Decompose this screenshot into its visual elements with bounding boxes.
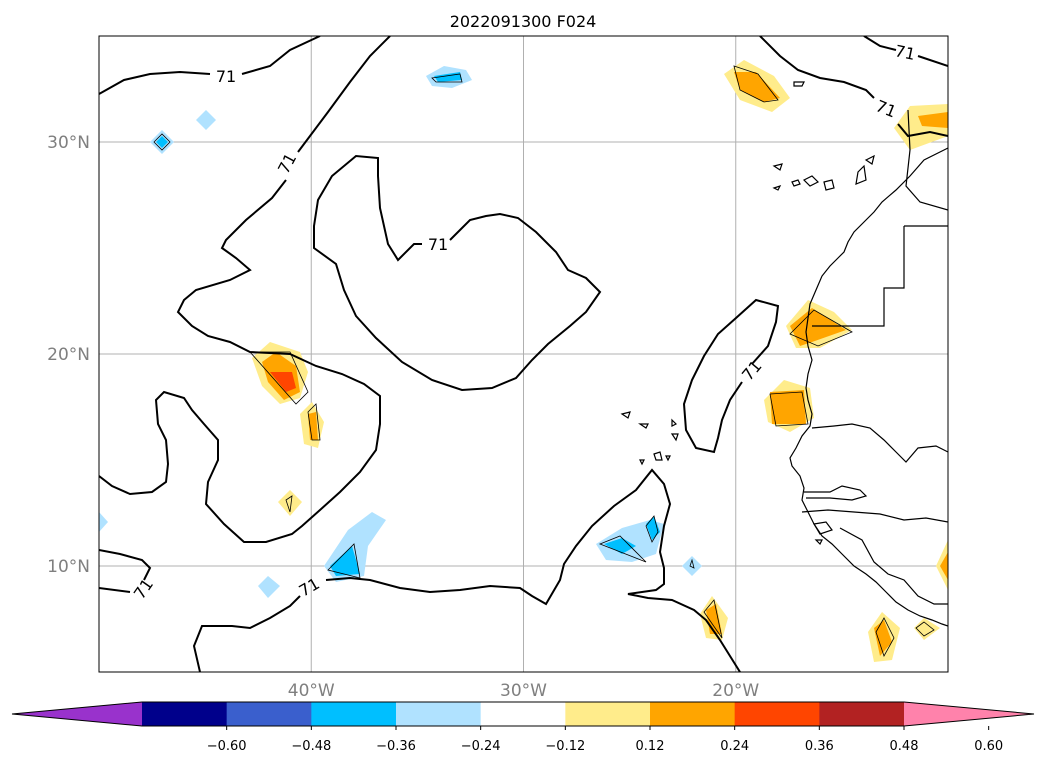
colorbar: −0.60 −0.48 −0.36 −0.24 −0.12 0.12 0.24 0.36 0.4… xyxy=(11,701,1035,754)
latitude-tick-label: 20°N xyxy=(47,345,90,365)
longitude-tick-label: 40°W xyxy=(288,681,335,701)
positive-anomaly xyxy=(940,552,948,580)
colorbar-tick-label: 0.12 xyxy=(636,739,665,754)
positive-anomaly xyxy=(914,618,940,640)
contour-line xyxy=(297,36,391,153)
colorbar-swatch xyxy=(734,702,820,726)
figure-title: 2022091300 F024 xyxy=(450,12,597,31)
cape-verde-island xyxy=(670,433,679,442)
colorbar-tick-label: −0.12 xyxy=(545,739,585,754)
canary-island xyxy=(772,184,782,191)
border-line xyxy=(812,225,948,327)
negative-anomaly xyxy=(682,556,702,576)
colorbar-outline xyxy=(11,701,1035,727)
colorbar-swatch xyxy=(480,702,566,726)
positive-anomaly xyxy=(874,620,892,656)
map-panel: 71 71 71 71 71 71 71 71 xyxy=(98,35,949,673)
cape-verde-island xyxy=(665,455,671,462)
canary-island xyxy=(772,163,783,171)
cape-verde-island xyxy=(638,423,649,429)
contour-line xyxy=(241,36,321,75)
colorbar-tick-label: 0.48 xyxy=(890,739,919,754)
negative-anomaly xyxy=(99,512,108,532)
colorbar-extend-low xyxy=(12,702,142,726)
colorbar-swatch xyxy=(396,702,482,726)
longitude-tick-label: 20°W xyxy=(712,681,759,701)
cape-verde-island xyxy=(671,418,678,427)
contour-line xyxy=(99,587,131,593)
canary-island xyxy=(802,175,820,187)
colorbar-swatch xyxy=(819,702,905,726)
colorbar-tick-label: −0.36 xyxy=(376,739,416,754)
latitude-labels: 30°N 20°N 10°N xyxy=(47,133,90,577)
colorbar-extend-high xyxy=(904,702,1034,726)
anomaly-outlines xyxy=(153,65,935,657)
colorbar-tick-label: 0.24 xyxy=(720,739,749,754)
gridlines xyxy=(99,36,948,672)
positive-anomaly xyxy=(308,412,318,440)
negative-anomaly xyxy=(156,136,168,148)
colorbar-swatch xyxy=(311,702,397,726)
colorbar-tick-label: −0.24 xyxy=(461,739,501,754)
bissagos-island xyxy=(814,539,823,546)
positive-anomaly xyxy=(278,490,302,516)
negative-anomaly xyxy=(258,576,280,598)
positive-anomaly xyxy=(918,112,948,128)
contour-line xyxy=(192,595,301,672)
latitude-tick-label: 30°N xyxy=(47,133,90,153)
cape-verde-island xyxy=(653,451,663,461)
longitude-labels: 40°W 30°W 20°W xyxy=(288,681,760,701)
contour-line xyxy=(99,549,152,581)
contour-line xyxy=(99,70,211,95)
contour-lines xyxy=(99,36,948,672)
canary-island xyxy=(855,164,867,185)
cape-verde-island xyxy=(639,459,645,466)
contour-line xyxy=(99,179,381,543)
border-line xyxy=(811,423,948,463)
gambia-coastline xyxy=(804,485,868,501)
colorbar-tick-label: −0.60 xyxy=(207,739,247,754)
madeira-island xyxy=(793,81,805,87)
contour-line xyxy=(682,298,780,454)
contour-label: 71 xyxy=(893,41,917,64)
canary-island xyxy=(864,154,875,165)
colorbar-swatch xyxy=(226,702,312,726)
border-line xyxy=(839,527,948,605)
positive-anomaly xyxy=(770,390,806,424)
map-content: 71 71 71 71 71 71 71 71 xyxy=(99,36,948,672)
longitude-tick-label: 30°W xyxy=(500,681,547,701)
contour-label: 71 xyxy=(428,235,448,254)
positive-anomaly xyxy=(270,372,296,392)
colorbar-tick-label: 0.36 xyxy=(805,739,834,754)
shaded-anomalies xyxy=(99,60,948,662)
contour-label: 71 xyxy=(216,67,236,86)
canary-island xyxy=(791,179,801,187)
map-frame xyxy=(98,35,949,673)
colorbar-tick-label: −0.48 xyxy=(291,739,331,754)
colorbar-swatch xyxy=(565,702,651,726)
border-line xyxy=(801,509,948,523)
negative-anomaly xyxy=(196,110,216,130)
negative-anomaly xyxy=(604,538,636,554)
cape-verde-island xyxy=(620,411,631,419)
contour-line xyxy=(863,36,897,51)
bissagos-island xyxy=(813,521,833,535)
colorbar-swatch xyxy=(142,702,228,726)
positive-anomaly xyxy=(734,72,780,102)
contour-line xyxy=(759,36,875,99)
contour-line xyxy=(917,55,948,67)
canary-island xyxy=(823,179,835,191)
latitude-tick-label: 10°N xyxy=(47,557,90,577)
positive-anomaly xyxy=(790,308,846,346)
colorbar-swatch xyxy=(650,702,736,726)
contour-line xyxy=(897,123,948,138)
contour-line xyxy=(325,468,741,672)
negative-anomaly xyxy=(330,546,360,576)
contour-line xyxy=(313,154,602,392)
africa-coastline xyxy=(789,147,948,627)
negative-anomaly xyxy=(596,520,664,562)
colorbar-tick-label: 0.60 xyxy=(974,739,1003,754)
